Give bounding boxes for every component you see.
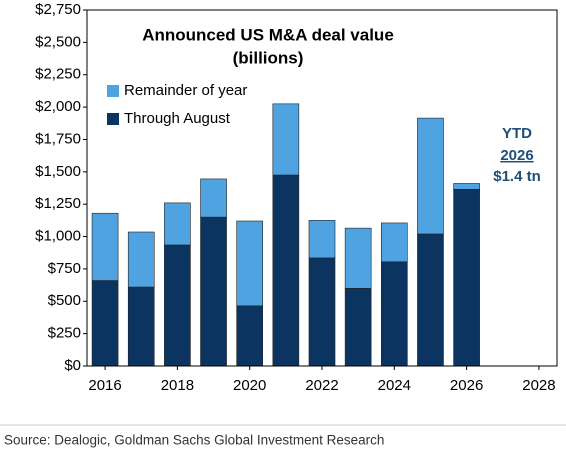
bar-segment bbox=[344, 288, 372, 367]
x-tick-label: 2024 bbox=[378, 377, 411, 394]
x-tick-label: 2020 bbox=[233, 377, 266, 394]
bar-segment bbox=[272, 174, 300, 367]
bar-segment bbox=[308, 220, 336, 259]
bar-segment bbox=[164, 244, 191, 367]
bar-segment bbox=[200, 178, 227, 218]
bar-segment bbox=[453, 188, 480, 367]
chart-subtitle: (billions) bbox=[233, 48, 304, 67]
x-tick-label: 2022 bbox=[305, 377, 338, 394]
bar-segment bbox=[127, 231, 155, 288]
annotation: $1.4 tn bbox=[493, 168, 541, 185]
annotation: YTD bbox=[502, 125, 532, 142]
y-tick-label: $2,000 bbox=[35, 98, 81, 115]
legend-swatch bbox=[107, 85, 119, 97]
bar-segment bbox=[308, 257, 336, 367]
bar-segment bbox=[236, 220, 264, 307]
x-tick-label: 2016 bbox=[88, 377, 121, 394]
y-tick-label: $2,250 bbox=[35, 66, 81, 83]
legend-label: Through August bbox=[124, 110, 231, 127]
y-tick-label: $1,250 bbox=[35, 195, 81, 212]
bar-segment bbox=[417, 117, 444, 235]
bar-segment bbox=[453, 183, 480, 190]
y-tick-label: $250 bbox=[48, 325, 81, 342]
bar-segment bbox=[236, 305, 264, 367]
legend-swatch bbox=[107, 113, 119, 125]
bar-segment bbox=[272, 103, 300, 176]
bar-segment bbox=[417, 233, 444, 367]
y-tick-label: $0 bbox=[64, 357, 81, 374]
y-tick-label: $2,750 bbox=[35, 1, 81, 18]
bar-segment bbox=[344, 227, 372, 289]
bar-segment bbox=[380, 222, 408, 263]
chart-title: Announced US M&A deal value bbox=[142, 25, 394, 44]
y-tick-label: $1,750 bbox=[35, 130, 81, 147]
bar-segment bbox=[164, 202, 191, 246]
y-tick-label: $2,500 bbox=[35, 33, 81, 50]
x-tick-label: 2026 bbox=[450, 377, 483, 394]
bar-segment bbox=[380, 261, 408, 367]
y-tick-label: $1,500 bbox=[35, 163, 81, 180]
x-tick-label: 2018 bbox=[161, 377, 194, 394]
annotation: 2026 bbox=[500, 147, 533, 164]
plot-frame bbox=[86, 9, 558, 367]
bar-segment bbox=[200, 216, 227, 367]
y-tick-label: $1,000 bbox=[35, 228, 81, 245]
x-tick-label: 2028 bbox=[522, 377, 555, 394]
y-tick-label: $750 bbox=[48, 260, 81, 277]
source: Source: Dealogic, Goldman Sachs Global I… bbox=[4, 433, 384, 448]
bar-segment bbox=[91, 280, 119, 367]
legend-label: Remainder of year bbox=[124, 82, 247, 99]
bar-segment bbox=[127, 286, 155, 367]
bar-segment bbox=[91, 212, 119, 281]
y-tick-label: $500 bbox=[48, 292, 81, 309]
